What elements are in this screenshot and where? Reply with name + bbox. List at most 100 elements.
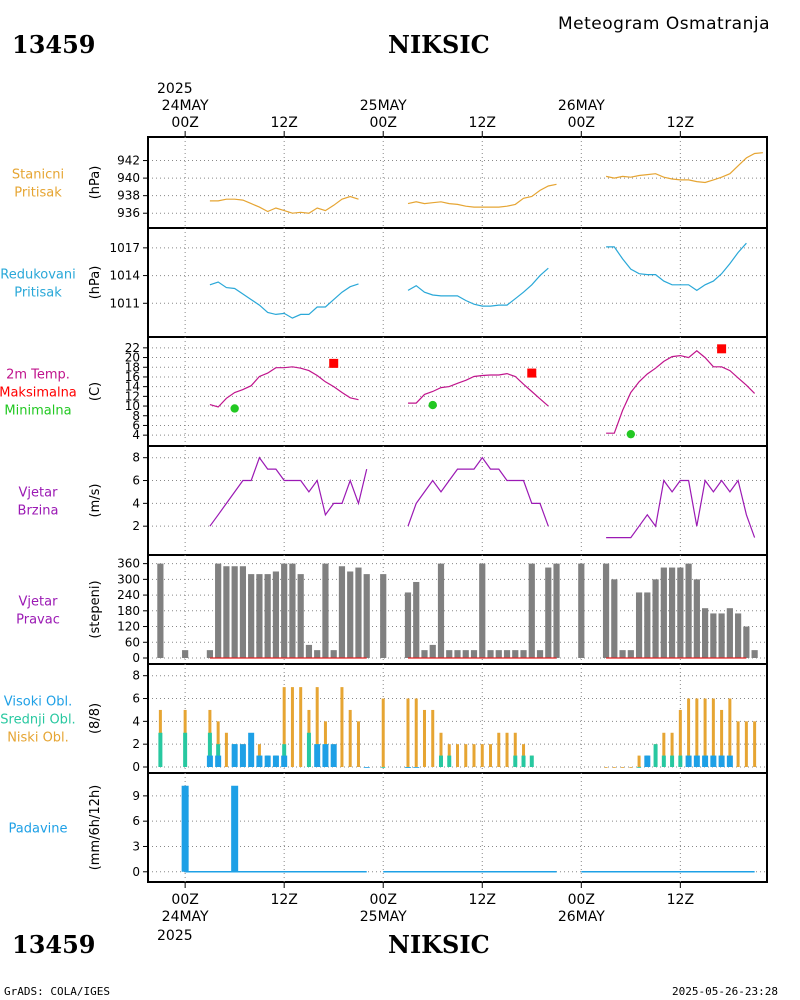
panel-label: Vjetar — [19, 595, 59, 610]
bottom-time-tick-label: 00Z — [171, 892, 198, 908]
cloud-bar-niski — [513, 732, 517, 767]
cloud-bar-srednji — [306, 732, 311, 767]
wind-direction-bar — [182, 650, 189, 658]
series-line-station_pressure — [407, 183, 557, 208]
cloud-bar-niski — [711, 698, 715, 767]
city-title-top: NIKSIC — [388, 30, 490, 59]
panel-label: Stanicni — [12, 168, 64, 183]
cloud-bar-niski — [744, 721, 748, 767]
wind-direction-bar — [710, 613, 717, 658]
wind-direction-bar — [239, 566, 247, 658]
cloud-bar-niski — [431, 709, 435, 767]
wind-direction-bar — [437, 563, 445, 658]
cloud-bar-visoki — [314, 744, 321, 767]
panel-label: Srednji Obl. — [0, 713, 75, 728]
series-line-reduced_pressure — [407, 267, 549, 307]
wind-direction-bar — [413, 581, 420, 658]
cloud-bar-niski — [282, 687, 286, 767]
y-tick-label: 1017 — [109, 241, 140, 255]
top-time-tick-label: 12Z — [270, 115, 297, 131]
wind-direction-bar — [355, 567, 362, 658]
bottom-time-tick-label: 00Z — [568, 892, 595, 908]
unit-label-wind_direction: (stepeni) — [88, 580, 103, 638]
cloud-bar-visoki — [718, 755, 725, 767]
y-tick-label: 936 — [117, 206, 140, 220]
wind-direction-bar — [726, 608, 733, 658]
panel-label: Padavine — [9, 822, 68, 837]
wind-direction-bar — [322, 563, 329, 658]
y-tick-label: 2 — [132, 737, 140, 751]
cloud-bar-srednji — [381, 767, 386, 768]
cloud-bar-visoki — [363, 767, 370, 768]
panel-label: Minimalna — [4, 404, 71, 419]
cloud-bar-srednji — [207, 732, 212, 767]
cloud-bar-niski — [670, 732, 674, 767]
cloud-bar-niski — [621, 767, 625, 768]
cloud-bar-niski — [703, 698, 707, 767]
cloud-bar-visoki — [330, 744, 337, 767]
wind-direction-bar — [503, 650, 511, 658]
meteogram-chart: 202500Z24MAY00Z24MAY12Z12Z00Z25MAY00Z25M… — [0, 81, 768, 944]
cloud-bar-niski — [629, 767, 633, 768]
y-tick-label: 2 — [132, 519, 140, 533]
top-date-label: 24MAY — [162, 98, 209, 114]
wind-direction-bar — [380, 574, 387, 658]
panel-label: Niski Obl. — [7, 731, 69, 746]
cloud-bar-visoki — [702, 755, 709, 767]
cloud-bar-srednji — [529, 755, 534, 767]
cloud-bar-visoki — [693, 755, 700, 767]
cloud-bar-srednji — [661, 755, 666, 767]
bottom-date-label: 26MAY — [558, 909, 605, 925]
wind-direction-bar — [248, 574, 255, 658]
unit-label-reduced_pressure: (hPa) — [88, 266, 103, 300]
cloud-bar-niski — [604, 767, 608, 768]
wind-direction-bar — [735, 613, 742, 658]
wind-direction-bar — [536, 650, 544, 658]
wind-direction-bar — [314, 650, 321, 658]
y-tick-label: 6 — [132, 474, 140, 488]
bottom-date-label: 25MAY — [360, 909, 407, 925]
y-tick-label: 22 — [125, 341, 140, 355]
cloud-bar-srednji — [670, 755, 675, 767]
y-tick-label: 0 — [132, 865, 140, 879]
y-tick-label: 9 — [132, 789, 140, 803]
cloud-bar-niski — [414, 698, 418, 767]
series-line-temperature — [209, 366, 359, 408]
wind-direction-bar — [660, 567, 667, 658]
y-tick-label: 942 — [117, 154, 140, 168]
cloud-bar-niski — [695, 698, 699, 767]
cloud-bar-niski — [348, 709, 352, 767]
wind-direction-bar — [520, 650, 527, 658]
max-temp-marker — [717, 344, 727, 354]
wind-direction-bar — [668, 567, 676, 658]
cloud-bar-niski — [472, 744, 476, 767]
cloud-bar-visoki — [215, 755, 222, 767]
y-tick-label: 10 — [125, 399, 140, 413]
cloud-bar-niski — [356, 721, 360, 767]
cloud-bar-niski — [299, 687, 303, 767]
wind-direction-bar — [462, 650, 469, 658]
product-title: Meteogram Osmatranja — [558, 14, 771, 34]
wind-direction-bar — [495, 650, 502, 658]
panel-frame-wind_speed — [147, 445, 768, 556]
wind-direction-bar — [677, 567, 684, 658]
y-tick-label: 8 — [132, 451, 140, 465]
panel-label: 2m Temp. — [6, 368, 70, 383]
wind-direction-bar — [635, 592, 643, 658]
wind-direction-bar — [578, 563, 585, 658]
panel-label: Pravac — [16, 613, 60, 628]
series-line-station_pressure — [605, 152, 763, 184]
cloud-bar-visoki — [322, 744, 329, 767]
cloud-bar-srednji — [637, 767, 642, 768]
cloud-bar-niski — [497, 732, 501, 767]
wind-direction-bar — [223, 566, 230, 658]
series-line-reduced_pressure — [209, 281, 359, 319]
max-temp-marker — [527, 368, 537, 378]
panel-frame-station_pressure — [147, 136, 768, 229]
cloud-bar-niski — [464, 744, 468, 767]
y-tick-label: 0 — [132, 651, 140, 665]
cloud-bar-niski — [637, 755, 641, 767]
cloud-bar-visoki — [281, 755, 288, 767]
wind-direction-bar — [206, 650, 213, 658]
cloud-bar-visoki — [231, 744, 238, 767]
